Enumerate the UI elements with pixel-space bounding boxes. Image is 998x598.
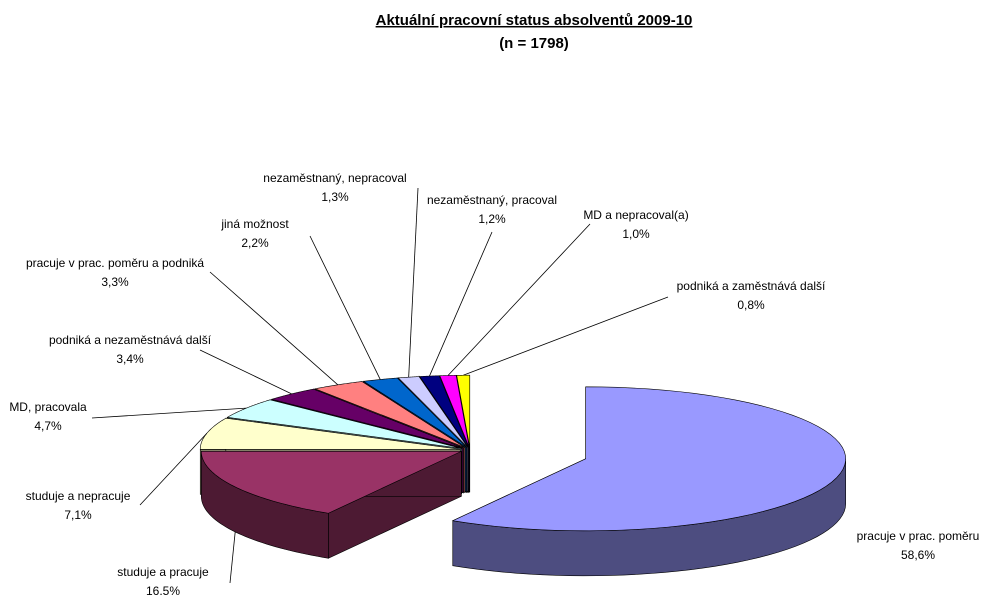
slice (362, 377, 467, 448)
value-label: 1,0% (622, 227, 650, 241)
value-label: 1,3% (321, 190, 349, 204)
value-label: 7,1% (64, 508, 92, 522)
value-label: 1,2% (478, 212, 506, 226)
value-label: 58,6% (901, 548, 935, 562)
slice (419, 375, 469, 448)
value-label: 2,2% (241, 236, 269, 250)
leader-line (229, 531, 236, 584)
value-label: 16.5% (146, 584, 180, 598)
category-label: studuje a pracuje (117, 565, 209, 579)
category-label: podniká a nezaměstnává další (49, 333, 212, 347)
leader-line (199, 349, 292, 395)
category-label: nezaměstnaný, nepracoval (263, 171, 406, 185)
slice (313, 381, 466, 448)
category-label: pracuje v prac. poměru a podniká (26, 256, 204, 270)
value-label: 0,8% (737, 298, 765, 312)
chart-subtitle: (n = 1798) (499, 35, 569, 52)
leader-line (139, 433, 208, 506)
leader-line (91, 407, 247, 419)
slice (439, 375, 470, 448)
slice (397, 376, 468, 448)
category-label: nezaměstnaný, pracoval (427, 193, 557, 207)
value-label: 3,3% (101, 275, 129, 289)
value-label: 3,4% (116, 352, 144, 366)
leader-line (447, 223, 591, 376)
leader-line (309, 235, 381, 380)
value-label: 4,7% (34, 419, 62, 433)
slice (451, 386, 846, 532)
leader-line (408, 187, 419, 378)
leader-line (429, 231, 493, 377)
leader-line (463, 296, 669, 376)
chart-title: Aktuální pracovní status absolventů 2009… (376, 12, 693, 29)
slice (200, 450, 462, 514)
category-label: MD, pracovala (9, 400, 87, 414)
category-label: pracuje v prac. poměru (857, 529, 980, 543)
category-label: podniká a zaměstnává další (677, 279, 826, 293)
category-label: studuje a nepracuje (26, 489, 131, 503)
category-label: jiná možnost (220, 217, 289, 231)
category-label: MD a nepracoval(a) (583, 208, 688, 222)
leader-line (209, 271, 339, 386)
